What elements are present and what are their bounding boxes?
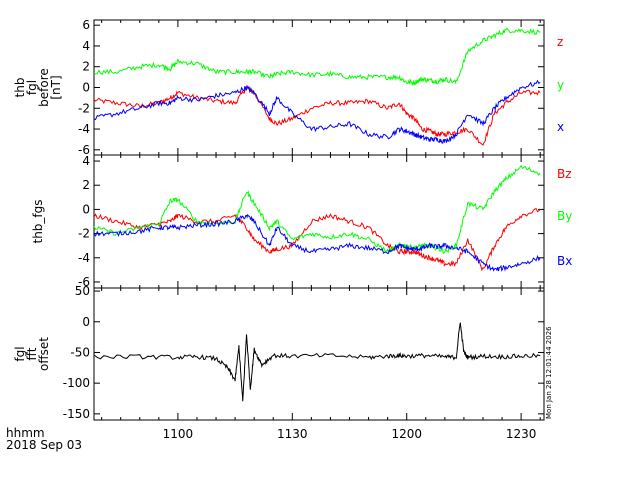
legend-entry-y: y bbox=[557, 78, 564, 92]
series-line-z bbox=[93, 86, 541, 146]
series-line-By bbox=[93, 164, 541, 254]
y-axis-label: fgl bbox=[13, 346, 27, 361]
panel-frame bbox=[93, 154, 545, 289]
x-tick-label: 1230 bbox=[506, 427, 537, 441]
legend-entry-x: x bbox=[557, 120, 564, 134]
series-line-Bz bbox=[93, 207, 541, 272]
x-tick-label: 1130 bbox=[277, 427, 308, 441]
y-axis-label: fgl bbox=[25, 80, 39, 95]
y-tick-label: -4 bbox=[78, 122, 90, 136]
y-tick-label: 0 bbox=[82, 202, 90, 216]
legend-entry-Bx: Bx bbox=[557, 254, 572, 268]
x-tick-label: 1200 bbox=[391, 427, 422, 441]
y-axis-label: before bbox=[37, 68, 51, 107]
timestamp: Mon Jan 28 12:01:44 2026 bbox=[545, 326, 553, 419]
x-tick-label: 1100 bbox=[163, 427, 194, 441]
panel-fgs: -6 -4 -2 0 2 4 thb_fgs Bz By Bx bbox=[31, 154, 572, 289]
y-tick-label: -4 bbox=[78, 251, 90, 265]
x-axis-label: hhmm bbox=[6, 426, 45, 440]
y-axis-label: offset bbox=[37, 337, 51, 371]
series-line-offset bbox=[93, 322, 541, 402]
series-line-y bbox=[93, 27, 541, 87]
y-tick-label: -50 bbox=[70, 345, 90, 359]
y-axis-label: thb bbox=[13, 78, 27, 98]
y-tick-label: -6 bbox=[78, 275, 90, 289]
y-tick-label: -6 bbox=[78, 143, 90, 157]
y-tick-label: 0 bbox=[82, 81, 90, 95]
x-axis-date: 2018 Sep 03 bbox=[6, 438, 83, 452]
y-tick-label: 50 bbox=[75, 284, 90, 298]
y-tick-label: 2 bbox=[82, 60, 90, 74]
y-tick-label: -100 bbox=[63, 376, 90, 390]
y-axis-label: fft bbox=[25, 347, 39, 360]
legend-entry-z: z bbox=[557, 35, 563, 49]
series-line-Bx bbox=[93, 213, 541, 272]
y-tick-label: 4 bbox=[82, 39, 90, 53]
legend-entry-Bz: Bz bbox=[557, 167, 572, 181]
y-tick-label: 4 bbox=[82, 154, 90, 168]
y-tick-label: 0 bbox=[82, 315, 90, 329]
legend-entry-By: By bbox=[557, 209, 572, 223]
x-axis: 1100 1130 1200 1230 bbox=[163, 427, 537, 441]
series-line-x bbox=[93, 79, 541, 144]
y-axis-label: thb_fgs bbox=[31, 199, 45, 243]
panel-frame bbox=[93, 287, 545, 421]
y-tick-label: -150 bbox=[63, 407, 90, 421]
y-tick-label: 2 bbox=[82, 178, 90, 192]
panel-frame bbox=[93, 19, 545, 156]
y-axis-label: [nT] bbox=[49, 75, 63, 99]
y-tick-label: -2 bbox=[78, 227, 90, 241]
y-tick-label: -2 bbox=[78, 101, 90, 115]
y-tick-label: 6 bbox=[82, 18, 90, 32]
